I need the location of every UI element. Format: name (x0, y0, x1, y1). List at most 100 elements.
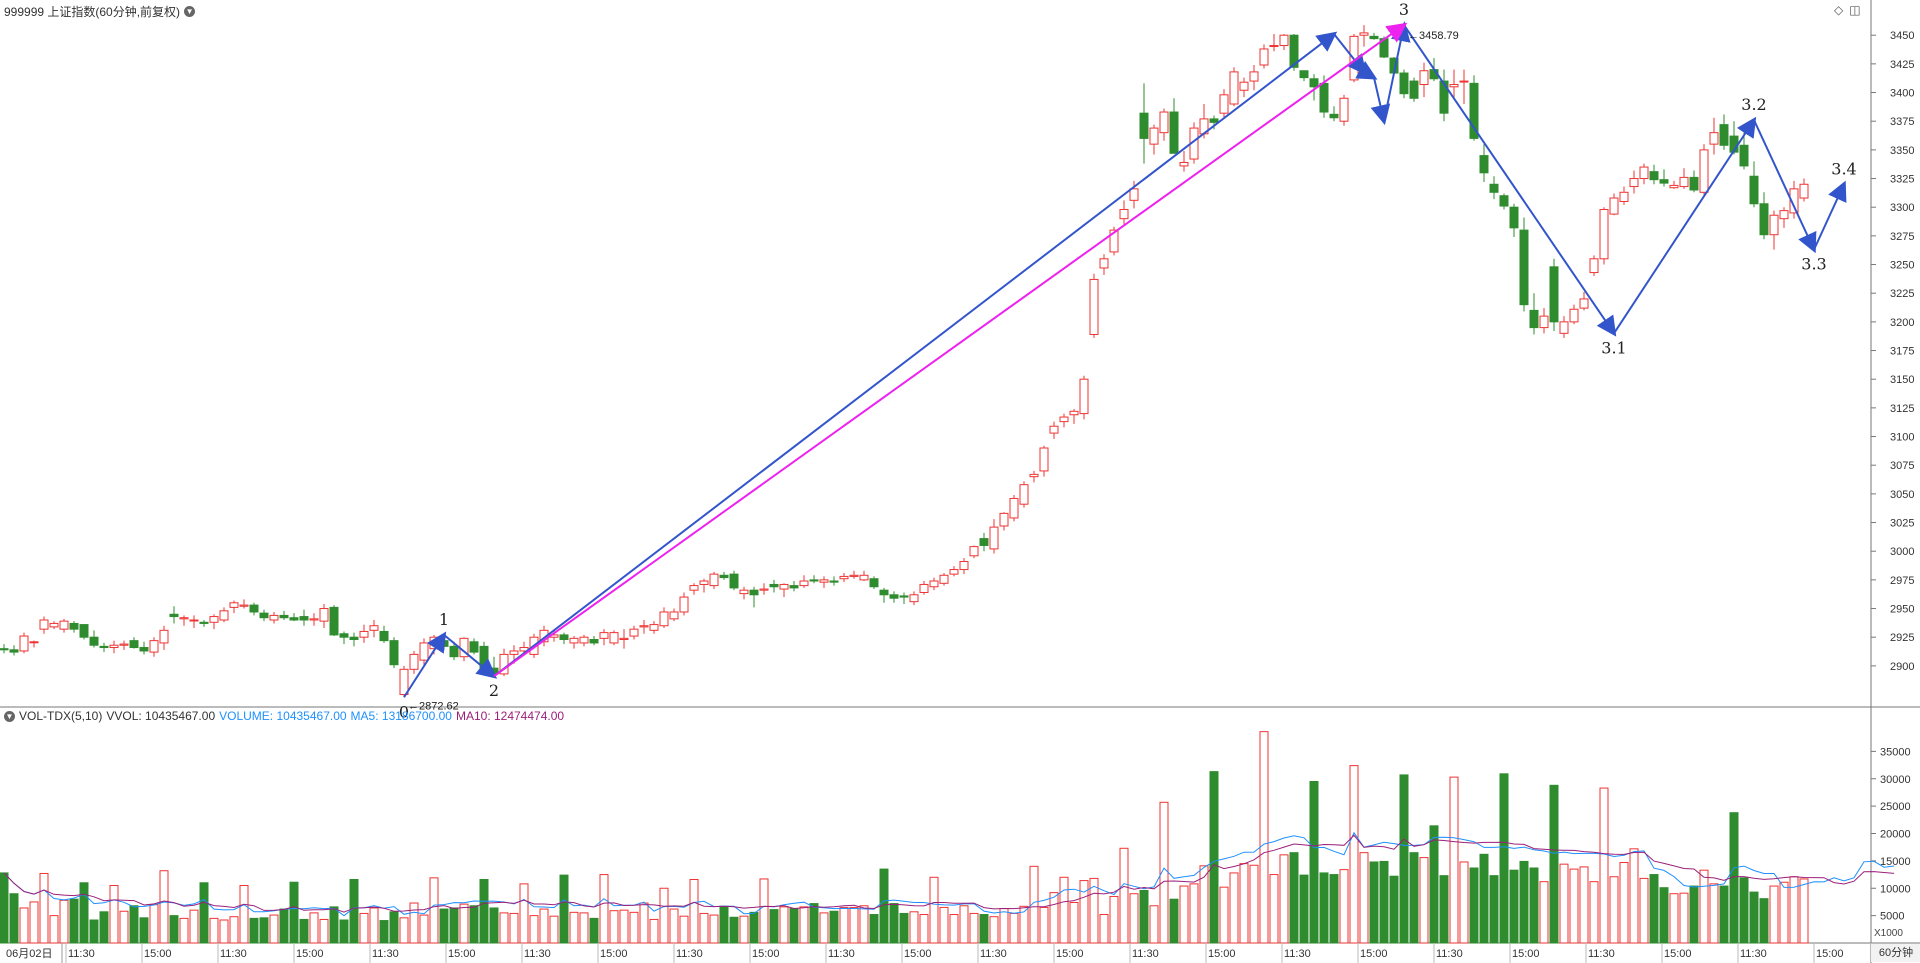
candle-body (909, 594, 919, 603)
candle-body (109, 644, 119, 649)
chevron-down-icon[interactable]: ▼ (4, 710, 15, 722)
volume-bar (679, 915, 689, 944)
chevron-down-icon[interactable]: ▼ (184, 5, 196, 17)
candle-body (119, 643, 129, 646)
volume-bar (989, 916, 999, 944)
x-tick-label: 15:00 (144, 948, 172, 960)
period-tab[interactable]: 60分钟 (1870, 943, 1920, 962)
volume-bar (329, 906, 339, 944)
volume-bar (1299, 874, 1309, 944)
candle-body (1169, 111, 1179, 154)
volume-bar (339, 919, 349, 944)
candle-body (1139, 112, 1149, 139)
indicator-name[interactable]: VOL-TDX(5,10) (19, 709, 103, 723)
ma5-line (3, 831, 1895, 917)
volume-bar (389, 911, 399, 944)
candle-body (599, 632, 609, 639)
wave-label: 0 (399, 702, 409, 721)
volume-bar (1479, 853, 1489, 944)
candle-body (1089, 278, 1099, 335)
volume-bar (819, 912, 829, 944)
volume-bar (439, 908, 449, 944)
candle-body (839, 575, 849, 580)
volume-tick-label: 20000 (1880, 829, 1911, 841)
volume-bar (1529, 867, 1539, 944)
volume-bar (1069, 901, 1079, 944)
volume-tick-label: 35000 (1880, 746, 1911, 758)
candle-body (949, 569, 959, 575)
candle-body (759, 588, 769, 591)
volume-bar (649, 918, 659, 944)
volume-bar (1269, 874, 1279, 944)
volume-bar (529, 915, 539, 944)
volume-bar (1079, 880, 1089, 944)
volume-bar (539, 908, 549, 944)
candle-body (1539, 315, 1549, 329)
candle-body (809, 579, 819, 582)
volume-bar (1619, 862, 1629, 944)
volume-bar (449, 907, 459, 944)
volume-bar (29, 901, 39, 944)
price-tick-label: 3350 (1890, 145, 1914, 157)
volume-bar (769, 909, 779, 944)
volume-bar (609, 910, 619, 944)
volume-bar (169, 915, 179, 944)
x-tick-label: 15:00 (1208, 948, 1236, 960)
candle-body (749, 589, 759, 596)
volume-bar (1429, 825, 1439, 944)
candle-body (979, 538, 989, 546)
volume-bar (949, 914, 959, 944)
candle-body (239, 604, 249, 607)
wave-arrow (1613, 116, 1757, 334)
volume-bar (1379, 860, 1389, 944)
volume-bar (1539, 881, 1549, 944)
candle-body (1439, 80, 1449, 114)
candle-body (1229, 71, 1239, 105)
candle-body (1319, 82, 1329, 113)
volume-bar (199, 882, 209, 944)
candle-body (799, 580, 809, 587)
price-tick-label: 3125 (1890, 403, 1914, 415)
price-tick-label: 3000 (1890, 546, 1914, 558)
candle-body (789, 585, 799, 589)
candle-body (1289, 34, 1299, 68)
candle-body (669, 611, 679, 620)
candle-body (739, 589, 749, 595)
candle-body (1259, 48, 1269, 66)
volume-bar (229, 916, 239, 944)
candle-body (1339, 97, 1349, 122)
volume-bar (419, 914, 429, 944)
volume-bar (519, 883, 529, 944)
panel-toggle-icon[interactable]: ◫ (1849, 3, 1861, 17)
candle-body (1499, 195, 1509, 207)
volume-bar (1349, 765, 1359, 944)
volume-bar (1219, 886, 1229, 944)
candle-body (1059, 416, 1069, 423)
candle-body (79, 624, 89, 638)
diamond-icon[interactable]: ◇ (1834, 3, 1844, 17)
volume-bar (379, 920, 389, 944)
volume-bar (1279, 854, 1289, 944)
volume-bar (969, 912, 979, 944)
candle-body (49, 622, 59, 628)
volume-bar (1449, 776, 1459, 944)
price-tick-label: 3025 (1890, 518, 1914, 530)
volume-bar (1359, 852, 1369, 944)
volume-bar (579, 912, 589, 944)
vvol-value: VVOL: 10435467.00 (106, 709, 216, 723)
candle-body (1129, 188, 1139, 201)
candle-body (929, 580, 939, 588)
price-tick-label: 3175 (1890, 346, 1914, 358)
volume-bar (1659, 887, 1669, 944)
candle-body (1069, 410, 1079, 416)
candle-body (969, 546, 979, 557)
candle-body (199, 621, 209, 624)
volume-bar (1509, 869, 1519, 944)
volume-bar (149, 904, 159, 944)
price-tick-label: 2975 (1890, 575, 1914, 587)
volume-indicator-bar: ▼ VOL-TDX(5,10) VVOL: 10435467.00 VOLUME… (4, 708, 564, 724)
x-tick-label: 15:00 (904, 948, 932, 960)
volume-bar (479, 878, 489, 944)
